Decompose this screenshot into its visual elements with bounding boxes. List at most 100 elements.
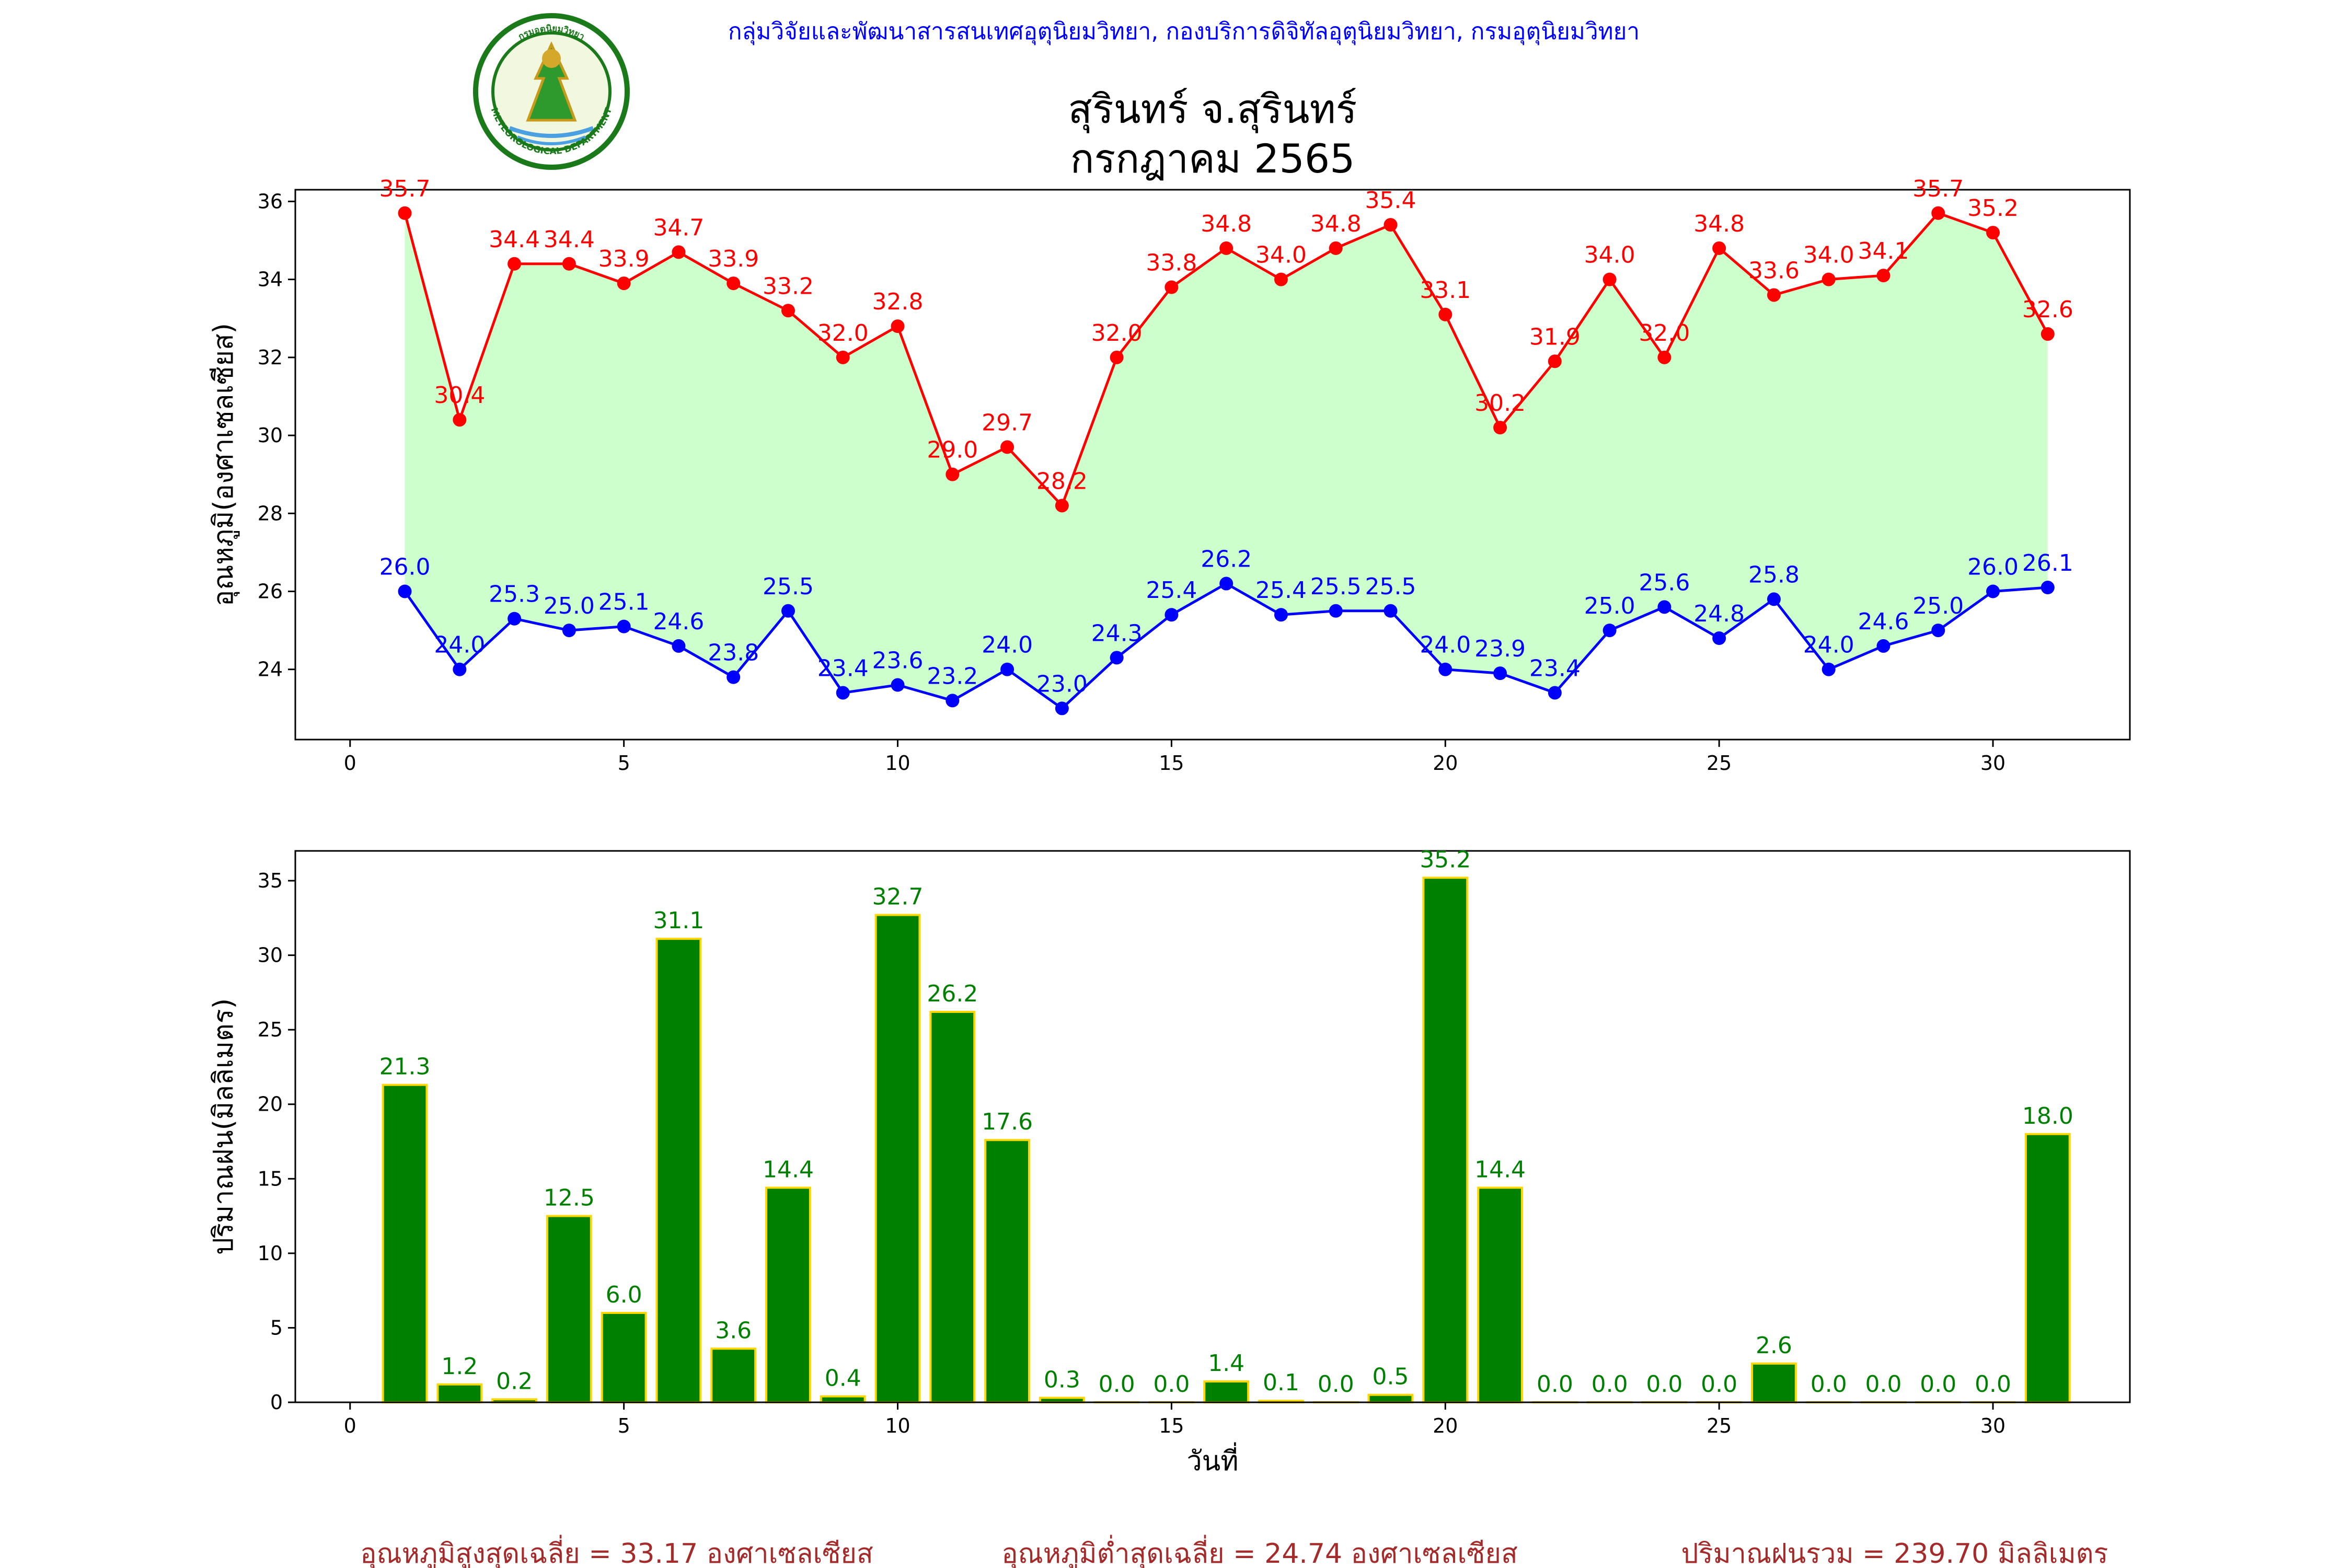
- max-temperature-data-label: 34.8: [1693, 211, 1745, 237]
- rainfall-data-label: 18.0: [2022, 1103, 2073, 1129]
- min-temperature-data-label: 26.0: [1967, 554, 2019, 580]
- max-temperature-point: [891, 319, 905, 333]
- max-temperature-point: [781, 304, 795, 318]
- max-temperature-data-label: 33.1: [1420, 277, 1471, 304]
- rainfall-bar: [765, 1186, 811, 1404]
- temperature-x-tick-label: 25: [1707, 752, 1732, 775]
- min-temperature-point: [1493, 666, 1507, 681]
- max-temperature-point: [617, 276, 631, 291]
- min-temperature-data-label: 24.6: [653, 608, 704, 635]
- max-temperature-point: [1712, 241, 1726, 255]
- rainfall-data-label: 17.6: [982, 1109, 1033, 1135]
- rainfall-y-axis-label: ปริมาณฝน(มิลลิเมตร): [208, 998, 239, 1255]
- rainfall-bar: [382, 1083, 428, 1403]
- min-temperature-data-label: 25.5: [1310, 573, 1362, 600]
- min-temperature-point: [1876, 639, 1890, 653]
- rainfall-bar: [1751, 1362, 1797, 1403]
- rainfall-y-tick-label: 35: [258, 869, 283, 892]
- min-temperature-point: [891, 678, 905, 692]
- agency-header: กลุ่มวิจัยและพัฒนาสารสนเทศอุตุนิยมวิทยา,…: [728, 18, 1640, 45]
- max-temperature-point: [1383, 218, 1398, 232]
- rainfall-data-label: 31.1: [653, 907, 704, 934]
- max-temperature-point: [1165, 280, 1179, 294]
- max-temperature-data-label: 33.9: [598, 246, 650, 272]
- chart-title-line1: สุรินทร์ จ.สุรินทร์: [1068, 86, 1357, 133]
- min-temperature-data-label: 23.9: [1474, 636, 1526, 662]
- max-temperature-data-label: 35.7: [379, 176, 431, 202]
- max-temperature-point: [1329, 241, 1343, 255]
- max-temperature-data-label: 35.2: [1967, 195, 2019, 222]
- max-temperature-data-label: 31.9: [1529, 324, 1581, 350]
- rainfall-bar: [655, 938, 702, 1403]
- max-temperature-data-label: 33.2: [763, 273, 814, 299]
- rainfall-data-label: 2.6: [1756, 1332, 1792, 1359]
- min-temperature-point: [1548, 686, 1562, 700]
- min-temperature-data-label: 24.8: [1693, 601, 1745, 627]
- min-temperature-data-label: 24.0: [434, 632, 485, 659]
- min-temperature-point: [1383, 604, 1398, 618]
- rainfall-bar: [984, 1139, 1030, 1403]
- rainfall-data-label: 35.2: [1420, 846, 1471, 873]
- max-temperature-point: [1493, 421, 1507, 435]
- min-temperature-data-label: 24.3: [1091, 620, 1143, 647]
- min-temperature-point: [1767, 592, 1781, 606]
- temperature-x-tick-label: 5: [618, 752, 630, 775]
- max-temperature-point: [836, 350, 850, 364]
- rainfall-data-label: 0.0: [1153, 1371, 1190, 1398]
- rainfall-y-tick-label: 5: [270, 1316, 283, 1339]
- meteorological-department-logo: กรมอุตุนิยมวิทยา METEOROLOGICAL DEPARTME…: [473, 13, 630, 170]
- rainfall-x-axis-label: วันที่: [1186, 1442, 1238, 1477]
- min-temperature-data-label: 25.5: [763, 573, 814, 600]
- max-temperature-point: [1767, 288, 1781, 302]
- max-temperature-data-label: 29.0: [927, 437, 978, 464]
- rainfall-x-tick-label: 25: [1707, 1414, 1732, 1437]
- min-temperature-data-label: 23.0: [1036, 671, 1088, 697]
- min-temperature-point: [781, 604, 795, 618]
- min-temperature-point: [1602, 624, 1617, 638]
- max-temperature-point: [508, 257, 522, 271]
- max-temperature-data-label: 34.1: [1858, 238, 1909, 264]
- rainfall-bar: [1367, 1393, 1414, 1403]
- max-temperature-point: [398, 206, 412, 220]
- max-temperature-point: [1219, 241, 1233, 255]
- min-temperature-point: [727, 670, 741, 684]
- rainfall-bar: [546, 1215, 592, 1403]
- rainfall-data-label: 6.0: [606, 1282, 642, 1308]
- max-temperature-point: [1548, 354, 1562, 368]
- max-temperature-point: [1876, 269, 1890, 283]
- temperature-x-tick-label: 15: [1159, 752, 1184, 775]
- rainfall-y-tick-label: 0: [270, 1391, 283, 1414]
- rainfall-data-label: 21.3: [379, 1054, 431, 1080]
- max-temperature-point: [727, 276, 741, 291]
- max-temperature-data-label: 34.8: [1201, 211, 1252, 237]
- min-temperature-data-label: 25.8: [1748, 561, 1800, 588]
- min-temperature-point: [1931, 624, 1945, 638]
- max-temperature-point: [562, 257, 576, 271]
- rainfall-data-label: 14.4: [763, 1156, 814, 1183]
- min-temperature-point: [398, 584, 412, 598]
- max-temperature-data-label: 33.9: [708, 246, 759, 272]
- rainfall-data-label: 0.1: [1263, 1369, 1299, 1396]
- min-temperature-data-label: 25.1: [598, 589, 650, 616]
- rainfall-y-tick-label: 10: [258, 1242, 283, 1265]
- max-temperature-point: [1000, 440, 1014, 454]
- min-temperature-point: [946, 694, 960, 708]
- rainfall-data-label: 0.0: [1701, 1371, 1737, 1398]
- footer-rain-total: ปริมาณฝนรวม = 239.70 มิลลิเมตร: [1681, 1538, 2108, 1568]
- max-temperature-point: [1274, 272, 1288, 286]
- temperature-y-tick-label: 32: [258, 346, 283, 369]
- max-temperature-data-label: 32.8: [872, 289, 924, 315]
- temperature-x-tick-label: 10: [885, 752, 910, 775]
- min-temperature-point: [1712, 631, 1726, 645]
- min-temperature-data-label: 25.0: [1584, 593, 1635, 619]
- max-temperature-data-label: 34.8: [1310, 211, 1362, 237]
- max-temperature-point: [1055, 499, 1069, 513]
- rainfall-bar: [436, 1383, 483, 1403]
- min-temperature-point: [1657, 600, 1671, 614]
- rainfall-plot-frame: [294, 850, 2131, 1403]
- rainfall-data-label: 0.0: [1592, 1371, 1628, 1398]
- min-temperature-data-label: 24.0: [982, 632, 1033, 659]
- min-temperature-point: [1219, 577, 1233, 591]
- min-temperature-point: [1110, 651, 1124, 665]
